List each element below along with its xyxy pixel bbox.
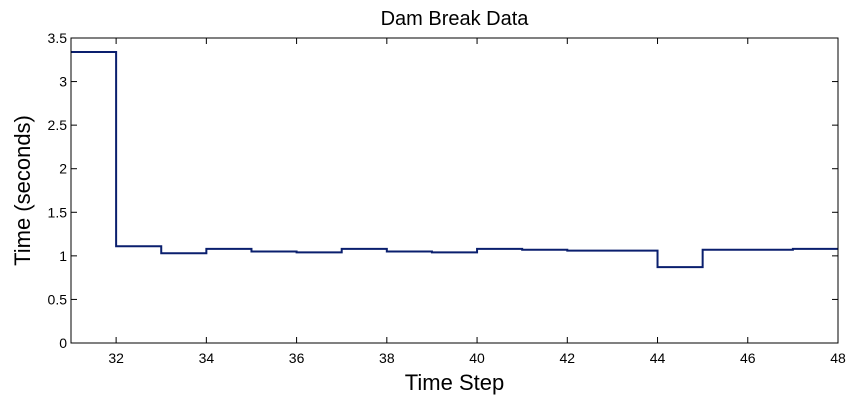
x-tick-label: 32 [108,350,124,366]
x-tick-label: 48 [830,350,846,366]
plot-frame [70,37,839,344]
y-tick-label: 3.5 [48,30,68,46]
x-axis: 32 34 36 38 40 42 44 46 48 [108,38,846,366]
x-tick-label: 42 [560,350,576,366]
x-axis-label: Time Step [405,370,504,395]
y-tick-label: 1 [59,248,67,264]
y-axis-label: Time (seconds) [10,115,35,266]
y-tick-label: 2 [59,161,67,177]
x-tick-label: 38 [379,350,395,366]
series-line [71,50,838,269]
y-tick-label: 2.5 [48,117,68,133]
x-tick-label: 40 [469,350,485,366]
x-tick-label: 44 [650,350,666,366]
y-axis: 0 0.5 1 1.5 2 2.5 3 3.5 [48,30,838,351]
x-tick-label: 46 [740,350,756,366]
y-tick-label: 3 [59,74,67,90]
chart-title: Dam Break Data [381,8,530,30]
y-tick-label: 0.5 [48,291,68,307]
x-tick-label: 34 [199,350,215,366]
x-tick-label: 36 [289,350,305,366]
y-tick-label: 1.5 [48,204,68,220]
y-tick-label: 0 [59,335,67,351]
